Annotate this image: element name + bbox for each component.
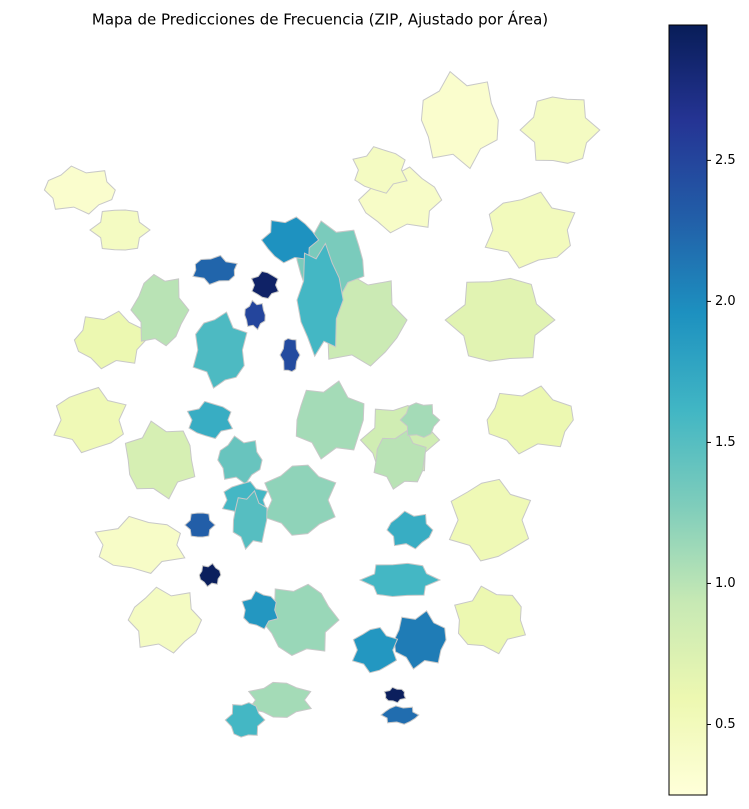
chart-title: Mapa de Predicciones de Frecuencia (ZIP,… [92, 10, 548, 29]
region [448, 478, 532, 562]
colorbar [668, 24, 708, 796]
region [198, 562, 222, 588]
region [386, 510, 434, 550]
region [89, 209, 151, 251]
region [444, 277, 556, 362]
region [130, 273, 190, 347]
region [373, 430, 427, 490]
region [279, 337, 301, 373]
region [247, 681, 313, 718]
region [184, 512, 216, 538]
region [383, 686, 407, 704]
region [124, 420, 196, 500]
region [241, 590, 279, 630]
colorbar-tick-label: 1.5 [715, 435, 736, 450]
region [380, 705, 420, 725]
map [43, 70, 601, 738]
region [486, 385, 574, 455]
region [192, 254, 238, 286]
region [519, 96, 601, 164]
colorbar-tick-label: 2.0 [715, 294, 736, 309]
region [393, 610, 447, 670]
region [232, 489, 268, 551]
region [263, 464, 337, 536]
region [352, 146, 408, 194]
region [73, 310, 147, 370]
region [186, 400, 234, 440]
region [420, 70, 499, 170]
region [358, 562, 442, 598]
region [295, 380, 365, 460]
region [484, 191, 576, 269]
region [43, 165, 116, 215]
region [250, 270, 280, 300]
colorbar-tick-label: 2.5 [715, 153, 736, 168]
region [244, 299, 266, 331]
region [127, 586, 203, 654]
colorbar-tick-label: 1.0 [715, 576, 736, 591]
region [454, 585, 527, 655]
region [217, 435, 263, 485]
region [192, 311, 248, 389]
region [224, 702, 266, 738]
region [351, 626, 399, 674]
region [399, 402, 441, 438]
region [94, 515, 186, 574]
colorbar-tick-label: 0.5 [715, 717, 736, 732]
region [296, 242, 344, 358]
region [53, 386, 127, 454]
